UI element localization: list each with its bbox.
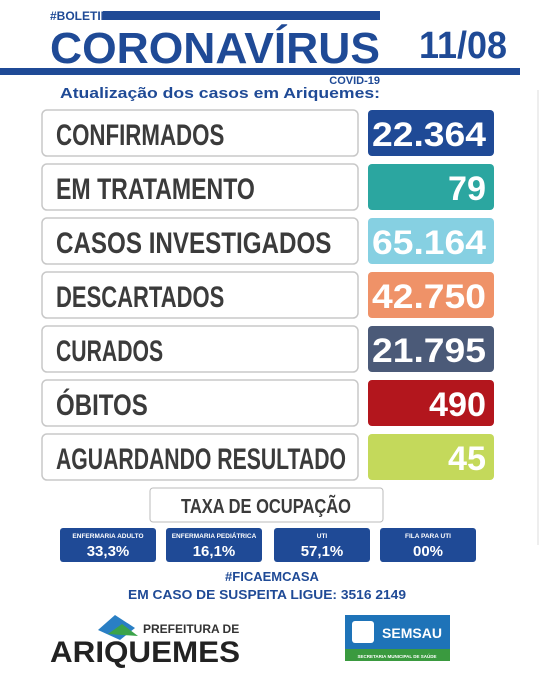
hashtag: #FICAEMCASA [225, 569, 320, 584]
row-value: 490 [429, 386, 486, 424]
occupancy-items: ENFERMARIA ADULTO 33,3% ENFERMARIA PEDIÁTR… [60, 528, 476, 562]
row-value: 42.750 [372, 278, 486, 316]
row-value: 21.795 [372, 332, 486, 370]
city-prefix: PREFEITURA DE [143, 622, 239, 636]
agency-full: SECRETARIA MUNICIPAL DE SAÚDE [357, 653, 436, 659]
occupancy-label: ENFERMARIA ADULTO [72, 533, 143, 540]
row-label: CONFIRMADOS [56, 119, 224, 152]
agency: SEMSAU [382, 625, 442, 641]
occupancy-item [166, 528, 262, 562]
value-box [368, 272, 494, 318]
occupancy-item [274, 528, 370, 562]
label-box [41, 325, 359, 373]
label-box [41, 271, 359, 319]
label-box [41, 379, 359, 427]
occupancy-box [149, 487, 384, 523]
row-value: 22.364 [372, 116, 486, 154]
value-box [368, 380, 494, 426]
row-label: ÓBITOS [56, 388, 148, 422]
occupancy-value: 33,3% [87, 543, 130, 560]
row-label: AGUARDANDO RESULTADO [56, 443, 346, 476]
header-bar [103, 11, 380, 20]
occupancy-item [60, 528, 156, 562]
header-line [0, 68, 520, 75]
row-label: CASOS INVESTIGADOS [56, 227, 331, 260]
row-label: DESCARTADOS [56, 281, 224, 314]
occupancy-title: TAXA DE OCUPAÇÃO [181, 495, 351, 518]
agency-icon [352, 621, 374, 643]
occupancy-value: 16,1% [193, 543, 236, 560]
row-value: 79 [448, 170, 486, 208]
value-box [368, 110, 494, 156]
occupancy-label: ENFERMARIA PEDIÁTRICA [172, 531, 257, 540]
row-value: 65.164 [372, 224, 486, 262]
occupancy-value: 57,1% [301, 543, 344, 560]
label-box [41, 433, 359, 481]
subtitle: COVID-19 [329, 75, 380, 87]
intro: Atualização dos casos em Ariquemes: [60, 85, 380, 102]
value-box [368, 164, 494, 210]
city: ARIQUEMES [50, 636, 240, 669]
value-box [368, 326, 494, 372]
city-emblem-leaf [108, 624, 138, 636]
agency-logo-band [345, 649, 450, 661]
label-box [41, 163, 359, 211]
row-label: CURADOS [56, 335, 163, 368]
phone: EM CASO DE SUSPEITA LIGUE: 3516 2149 [128, 587, 406, 602]
value-box [368, 434, 494, 480]
tag: #BOLETIM [50, 9, 111, 23]
label-box [41, 217, 359, 265]
label-box [41, 109, 359, 157]
rows: CONFIRMADOS 22.364 EM TRATAMENTO 79 CASOS IN… [41, 109, 494, 481]
date: 11/08 [419, 25, 507, 67]
occupancy-value: 00% [413, 543, 443, 560]
occupancy-label: FILA PARA UTI [405, 533, 451, 540]
title: CORONAVÍRUS [50, 23, 380, 73]
occupancy-item [380, 528, 476, 562]
row-value: 45 [448, 440, 486, 478]
occupancy-label: UTI [317, 533, 328, 540]
value-box [368, 218, 494, 264]
row-label: EM TRATAMENTO [56, 173, 255, 206]
